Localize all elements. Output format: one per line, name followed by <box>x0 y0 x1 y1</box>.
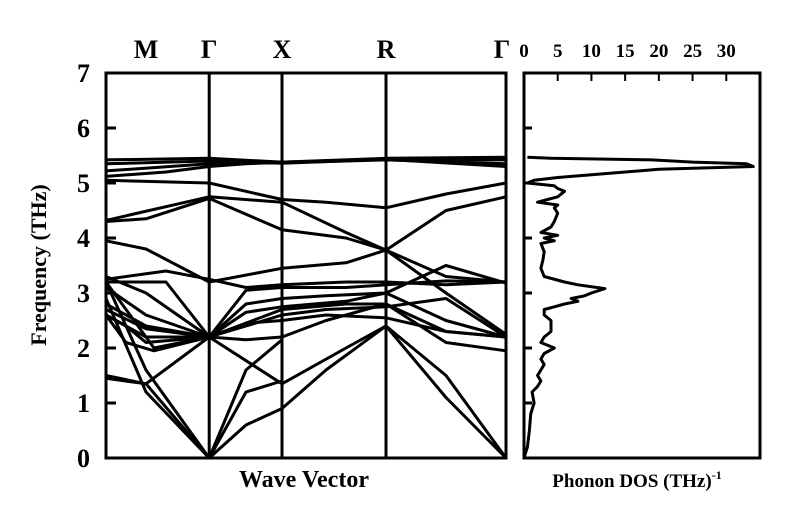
phonon-branch-8 <box>105 239 507 284</box>
y-tick-label: 7 <box>77 59 90 88</box>
phonon-branch-20 <box>104 281 211 459</box>
dos-x-tick-label: 5 <box>553 41 563 62</box>
phonon-branch-6 <box>105 195 507 252</box>
phonon-branch-11 <box>106 279 507 339</box>
dos-x-tick-label: 0 <box>519 41 529 62</box>
y-tick-label: 6 <box>77 114 90 143</box>
phonon-branch-9 <box>105 264 507 339</box>
dos-axis-ticks: 0 5 10 15 20 25 30 <box>519 41 736 81</box>
y-tick-label: 5 <box>77 169 90 198</box>
phonon-branch-12 <box>105 286 507 339</box>
dos-plot-frame <box>522 71 762 460</box>
phonon-branch-21 <box>104 297 211 460</box>
phonon-dos-panel: 0 5 10 15 20 25 30 Phonon DOS (THz)-1 <box>519 41 762 492</box>
dos-x-tick-label: 30 <box>717 41 736 62</box>
high-symmetry-lines <box>207 73 388 458</box>
phonon-branch-14 <box>105 297 507 339</box>
phonon-branch-5 <box>105 178 507 210</box>
dos-axis-label-main: Phonon DOS (THz) <box>552 471 711 492</box>
phonon-branch-7 <box>105 196 507 336</box>
dos-x-tick-label: 10 <box>582 41 601 62</box>
high-symmetry-label: X <box>273 35 292 64</box>
high-symmetry-label: M <box>134 35 159 64</box>
y-tick-label: 3 <box>77 279 90 308</box>
band-plot-frame <box>104 71 508 460</box>
dos-x-tick-label: 20 <box>649 41 668 62</box>
phonon-branch-23 <box>207 338 283 459</box>
dos-x-tick-label: 25 <box>683 41 702 62</box>
frequency-axis-ticks: 0 1 2 3 4 5 6 7 <box>77 59 116 473</box>
dos-frequency-ticks <box>524 71 532 460</box>
band-structure-panel: 0 1 2 3 4 5 6 7 M Γ X R Γ Frequency (THz) Wave Vect… <box>26 35 510 493</box>
dos-axis-label-exponent: -1 <box>712 468 722 482</box>
frequency-axis-label: Frequency (THz) <box>26 184 51 346</box>
phonon-branch-22 <box>104 281 210 350</box>
phonon-branch-13 <box>105 302 507 342</box>
y-tick-label: 1 <box>77 389 90 418</box>
dos-series-1 <box>522 155 755 459</box>
high-symmetry-label: Γ <box>494 35 511 64</box>
wave-vector-axis-label: Wave Vector <box>239 467 369 493</box>
high-symmetry-label: R <box>377 35 396 64</box>
phonon-branch-18 <box>105 324 508 460</box>
y-tick-label: 0 <box>77 444 90 473</box>
y-tick-label: 2 <box>77 334 90 363</box>
dos-curve <box>522 155 755 459</box>
phonon-branch-19 <box>105 335 211 386</box>
phonon-branch-4 <box>105 157 507 178</box>
dos-x-tick-label: 15 <box>616 41 635 62</box>
high-symmetry-label: Γ <box>201 35 218 64</box>
dos-axis-label: Phonon DOS (THz)-1 <box>552 468 721 492</box>
phonon-branch-16 <box>105 302 507 353</box>
band-curves <box>104 155 508 460</box>
phonon-branch-24 <box>207 379 283 459</box>
y-tick-label: 4 <box>77 224 90 253</box>
phonon-branch-10 <box>105 269 507 289</box>
